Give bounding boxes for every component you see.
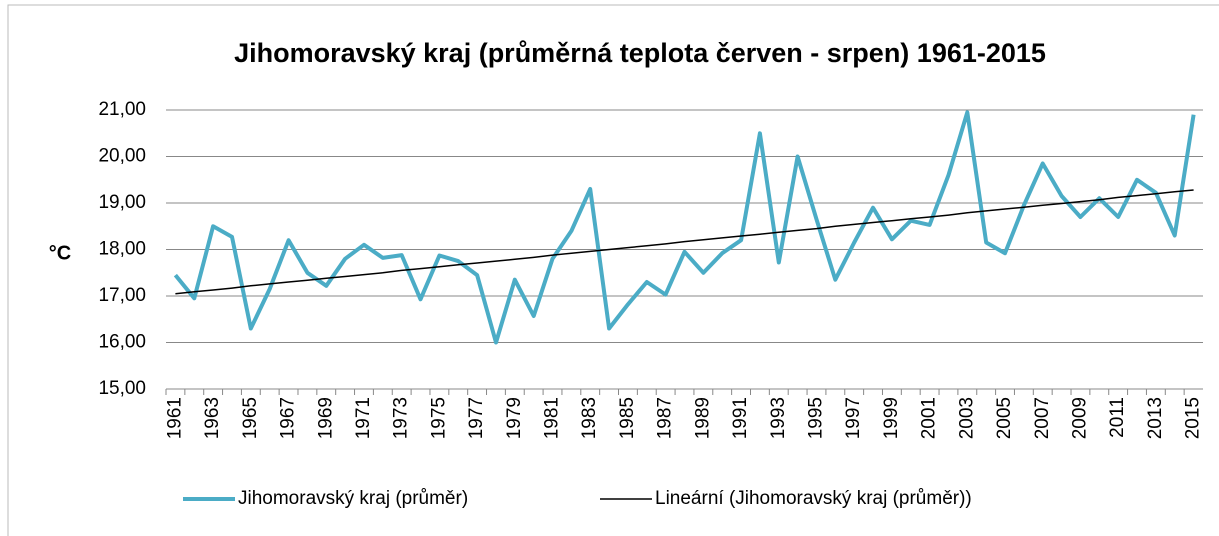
x-tick-label: 2011: [1107, 397, 1128, 438]
x-tick-label: 2005: [994, 397, 1015, 439]
x-tick-label: 2013: [1145, 397, 1166, 439]
x-tick-label: 2007: [1032, 397, 1053, 439]
series-line: [175, 189, 1194, 295]
x-tick-label: 1985: [617, 397, 638, 439]
x-tick-label: 1979: [504, 397, 525, 439]
x-tick-label: 1977: [466, 397, 487, 439]
y-tick-label: 17,00: [98, 285, 146, 306]
x-tick-label: 1995: [805, 397, 826, 439]
y-tick-label: 16,00: [98, 332, 146, 353]
x-tick-label: 1965: [240, 397, 261, 439]
x-tick-label: 1973: [391, 397, 412, 439]
x-tick-label: 1991: [730, 397, 751, 439]
legend-label: Jihomoravský kraj (průměr): [238, 488, 468, 509]
x-tick-label: 2009: [1069, 397, 1090, 439]
x-tick-label: 1989: [692, 397, 713, 439]
x-tick-label: 1983: [579, 397, 600, 439]
x-tick-label: 1997: [843, 397, 864, 439]
x-tick-label: 1993: [768, 397, 789, 439]
x-tick-label: 1963: [202, 397, 223, 439]
x-tick-label: 1969: [315, 397, 336, 439]
legend-label: Lineární (Jihomoravský kraj (průměr)): [655, 488, 972, 509]
chart-title: Jihomoravský kraj (průměrná teplota červ…: [234, 38, 1046, 68]
y-tick-label: 21,00: [98, 99, 146, 120]
y-tick-label: 19,00: [98, 192, 146, 213]
x-tick-label: 1967: [278, 397, 299, 439]
x-tick-label: 1975: [428, 397, 449, 439]
y-tick-label: 18,00: [98, 239, 146, 260]
y-tick-label: 20,00: [98, 146, 146, 167]
x-tick-label: 2003: [956, 397, 977, 439]
chart-border: [7, 4, 1219, 536]
x-tick-label: 2015: [1183, 397, 1204, 439]
x-tick-label: 2001: [919, 397, 940, 439]
y-axis-label: °C: [49, 242, 71, 264]
series-line: [173, 110, 1196, 345]
x-tick-label: 1961: [164, 397, 185, 439]
x-tick-label: 1999: [881, 397, 902, 439]
x-tick-label: 1987: [655, 397, 676, 439]
x-tick-label: 1981: [542, 397, 563, 439]
y-tick-label: 15,00: [98, 378, 146, 399]
x-tick-label: 1971: [353, 397, 374, 439]
